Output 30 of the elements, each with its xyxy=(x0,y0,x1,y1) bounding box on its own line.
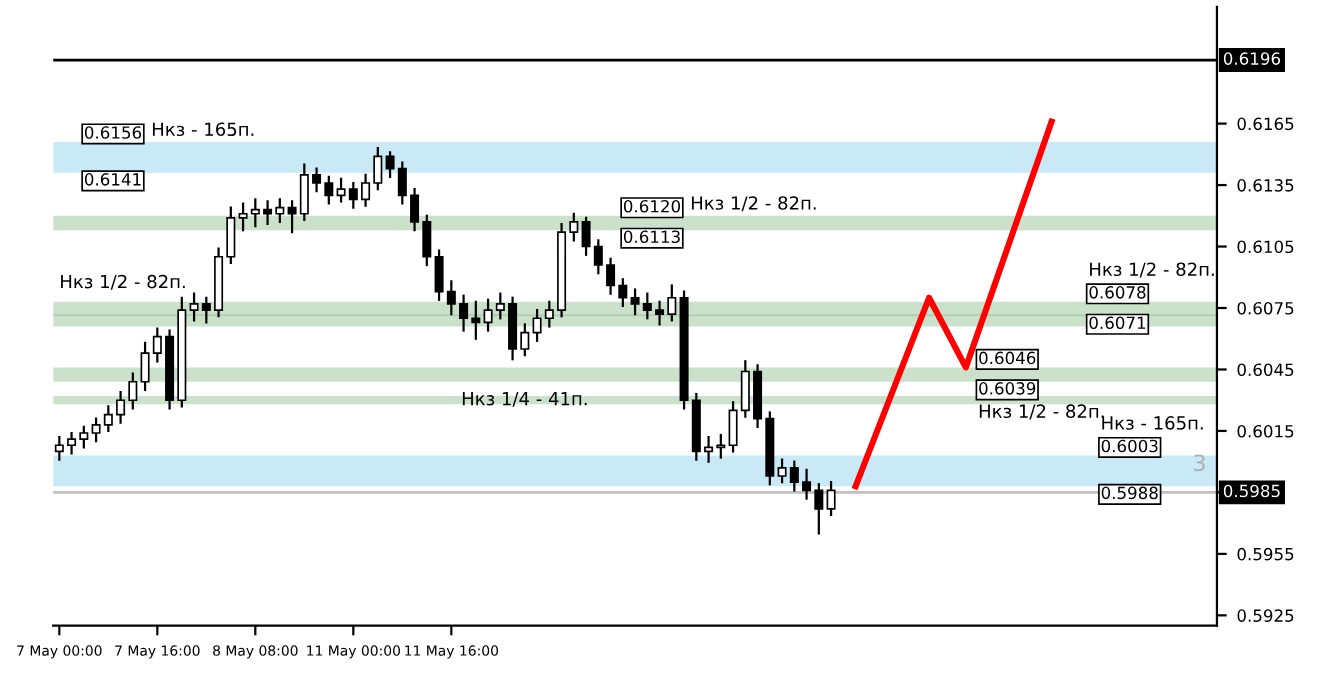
y-tick-label: 0.6075 xyxy=(1237,301,1294,315)
annotation: 0.6156 xyxy=(84,126,142,139)
y-tick-label: 0.6165 xyxy=(1237,117,1294,131)
ref-line-label: 0.5985 xyxy=(1223,484,1280,498)
y-tick-label: 0.5925 xyxy=(1237,609,1294,622)
band-label: Нкз 1/2 - 82п. xyxy=(61,274,185,290)
annotation: 0.5988 xyxy=(1101,486,1158,500)
band-label: Нкз 1/2 - 82п. xyxy=(1090,262,1214,278)
y-tick-label: 0.6135 xyxy=(1237,179,1294,192)
annotation: 0.6039 xyxy=(979,382,1036,395)
annotation: 0.6141 xyxy=(84,173,141,186)
band-label: Нкз 1/2 - 82п. xyxy=(979,404,1104,420)
annotation: 0.6071 xyxy=(1089,316,1146,330)
candlestick xyxy=(826,481,836,517)
band-label: Нкз 1/4 - 41п. xyxy=(462,392,587,407)
y-tick-label: 0.6045 xyxy=(1237,363,1294,377)
band-label: Нкз 1/2 - 82п. xyxy=(691,196,816,212)
annotation: 3 xyxy=(1194,454,1205,472)
annotation: 0.6120 xyxy=(623,199,681,213)
y-tick-label: 0.5955 xyxy=(1237,547,1294,561)
ref-line-label: 0.6196 xyxy=(1223,52,1281,65)
y-tick-label: 0.6015 xyxy=(1237,424,1294,438)
line-series xyxy=(852,118,1055,490)
annotation: 0.6046 xyxy=(979,351,1036,365)
band-label: Нкз - 165п. xyxy=(1102,416,1203,430)
annotation: 0.6113 xyxy=(623,230,680,244)
band-label: Нкз - 165п. xyxy=(152,122,254,137)
annotation: 0.6078 xyxy=(1089,286,1146,299)
annotation: 0.6003 xyxy=(1101,439,1158,453)
y-tick-label: 0.6105 xyxy=(1237,240,1294,254)
